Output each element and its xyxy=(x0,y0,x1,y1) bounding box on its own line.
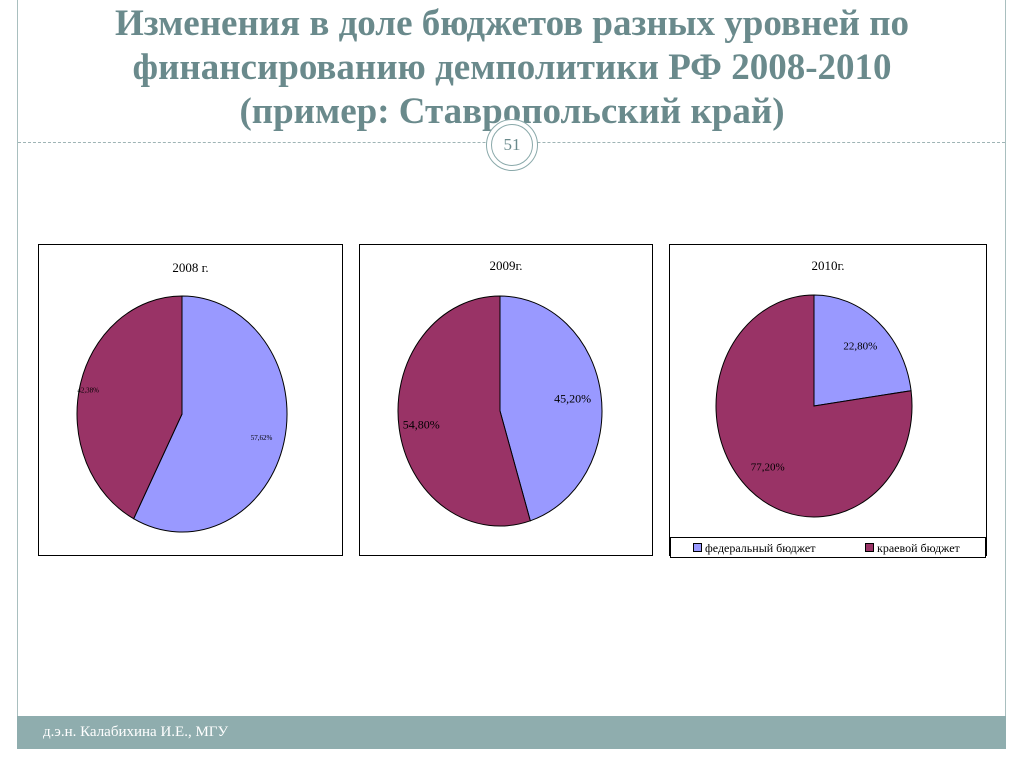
pie-label-2008-federal: 57,62% xyxy=(251,434,273,442)
page-number: 51 xyxy=(491,124,533,166)
pie-slice-2008-regional xyxy=(76,295,183,520)
page-number-badge: 51 xyxy=(486,119,538,171)
chart-title-2010: 2010г. xyxy=(811,258,844,273)
footer-bar: д.э.н. Калабихина И.Е., МГУ xyxy=(17,716,1006,749)
legend-item-regional: краевой бюджет xyxy=(865,541,960,556)
legend-swatch-federal xyxy=(693,543,702,552)
pie-label-2010-federal: 22,80% xyxy=(843,341,877,353)
pie-label-2009-federal: 45,20% xyxy=(554,392,591,406)
pie-svg-2008: 2008 г. 57,62% 42,38% xyxy=(76,260,288,533)
pie-slice-2008-federal xyxy=(132,295,288,533)
chart-2010: 2010г. 22,80% 77,20% xyxy=(669,244,987,556)
chart-2009: 2009г. 45,20% 54,80% xyxy=(359,244,653,556)
chart-legend: федеральный бюджет краевой бюджет xyxy=(670,537,986,558)
title-line-1: Изменения в доле бюджетов разных уровней… xyxy=(114,3,910,44)
footer-author: д.э.н. Калабихина И.Е., МГУ xyxy=(43,724,229,740)
pie-label-2009-regional: 54,80% xyxy=(403,418,440,432)
legend-item-federal: федеральный бюджет xyxy=(693,541,815,556)
chart-2008: 2008 г. 57,62% 42,38% xyxy=(38,244,343,556)
pie-slice-2009-federal xyxy=(499,295,603,522)
pie-label-2008-regional: 42,38% xyxy=(77,386,99,394)
slide-frame xyxy=(17,0,1006,749)
pie-slice-2009-regional xyxy=(397,295,531,527)
pie-slice-2010-federal xyxy=(813,294,912,407)
chart-title-2008: 2008 г. xyxy=(172,260,208,275)
legend-label-regional: краевой бюджет xyxy=(877,541,960,555)
legend-label-federal: федеральный бюджет xyxy=(705,541,816,555)
pie-svg-2009: 2009г. 45,20% 54,80% xyxy=(397,258,603,527)
title-line-2: финансированию демполитики РФ 2008-2010 xyxy=(132,47,892,88)
pie-svg-2010: 2010г. 22,80% 77,20% xyxy=(715,258,913,518)
legend-swatch-regional xyxy=(865,543,874,552)
pie-label-2010-regional: 77,20% xyxy=(751,461,785,473)
chart-title-2009: 2009г. xyxy=(489,258,522,273)
slide-title: Изменения в доле бюджетов разных уровней… xyxy=(40,2,984,134)
pie-slice-2010-regional xyxy=(715,294,913,518)
